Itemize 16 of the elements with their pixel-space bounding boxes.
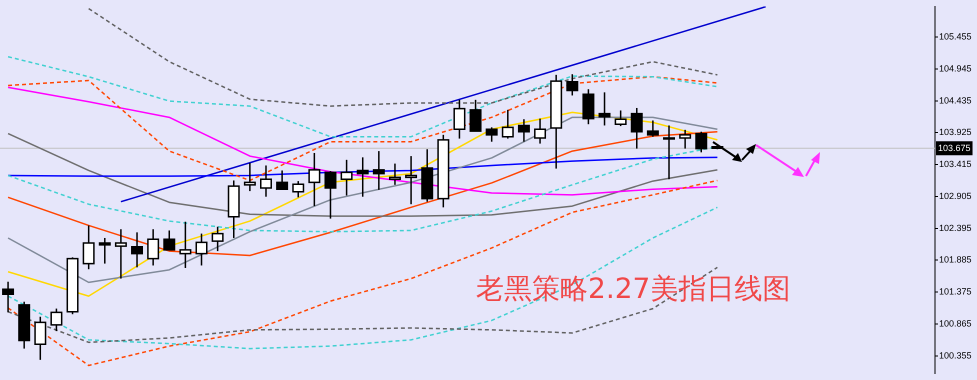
- y-tick-label: 103.415: [939, 159, 972, 170]
- line-series: [88, 8, 718, 107]
- ref-line-label: 103.675: [938, 142, 971, 153]
- y-tick-label: 104.435: [939, 95, 972, 106]
- annotation: 老黑策略2.27美指日线图: [476, 271, 790, 307]
- y-tick-label: 102.905: [939, 190, 972, 201]
- y-tick-label: 102.395: [939, 222, 972, 233]
- line-series: [7, 76, 718, 182]
- y-tick-label: 103.925: [939, 127, 972, 138]
- y-tick-label: 105.455: [939, 32, 972, 42]
- y-tick-label: 100.355: [939, 350, 972, 360]
- line-series: [7, 56, 718, 138]
- y-tick-label: 100.865: [939, 318, 972, 328]
- y-tick-label: 104.945: [939, 63, 972, 74]
- y-tick-label: 101.885: [939, 254, 972, 265]
- y-tick-label: 101.375: [939, 286, 972, 297]
